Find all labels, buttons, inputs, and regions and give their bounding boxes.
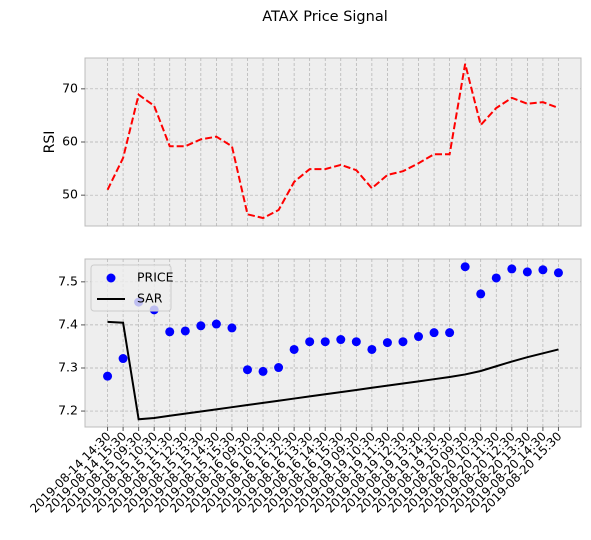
point	[351, 337, 361, 347]
legend-label: PRICE	[137, 270, 174, 285]
point	[305, 337, 315, 347]
y-tick-label: 70	[62, 80, 78, 95]
point	[491, 273, 501, 283]
point	[382, 338, 392, 348]
y-axis-label: RSI	[42, 131, 58, 154]
point	[320, 337, 330, 347]
y-tick-label: 7.5	[58, 273, 78, 288]
point	[476, 289, 486, 299]
legend-dot	[106, 273, 116, 283]
point	[336, 335, 346, 345]
point	[367, 344, 377, 354]
y-tick-label: 7.4	[58, 316, 78, 331]
point	[553, 268, 563, 278]
point	[103, 371, 113, 381]
series-line	[107, 320, 559, 421]
legend-label: SAR	[137, 291, 163, 306]
point	[398, 337, 408, 347]
point	[429, 328, 439, 338]
point	[507, 264, 517, 274]
y-tick-label: 50	[62, 187, 78, 202]
y-tick-label: 60	[62, 134, 78, 149]
point	[165, 327, 175, 337]
point	[211, 319, 221, 329]
point	[522, 267, 532, 277]
point	[460, 262, 470, 272]
point	[180, 326, 190, 336]
point	[414, 332, 424, 342]
point	[258, 366, 268, 376]
point	[445, 328, 455, 338]
point	[196, 321, 206, 331]
rsi-line	[106, 63, 559, 220]
y-tick-label: 7.3	[58, 359, 78, 374]
point	[289, 344, 299, 354]
point	[118, 354, 128, 364]
point	[227, 323, 237, 333]
point	[538, 265, 548, 275]
chart-title: ATAX Price Signal	[262, 9, 388, 25]
point	[242, 365, 252, 375]
point	[274, 363, 284, 373]
y-tick-label: 7.2	[58, 403, 78, 418]
